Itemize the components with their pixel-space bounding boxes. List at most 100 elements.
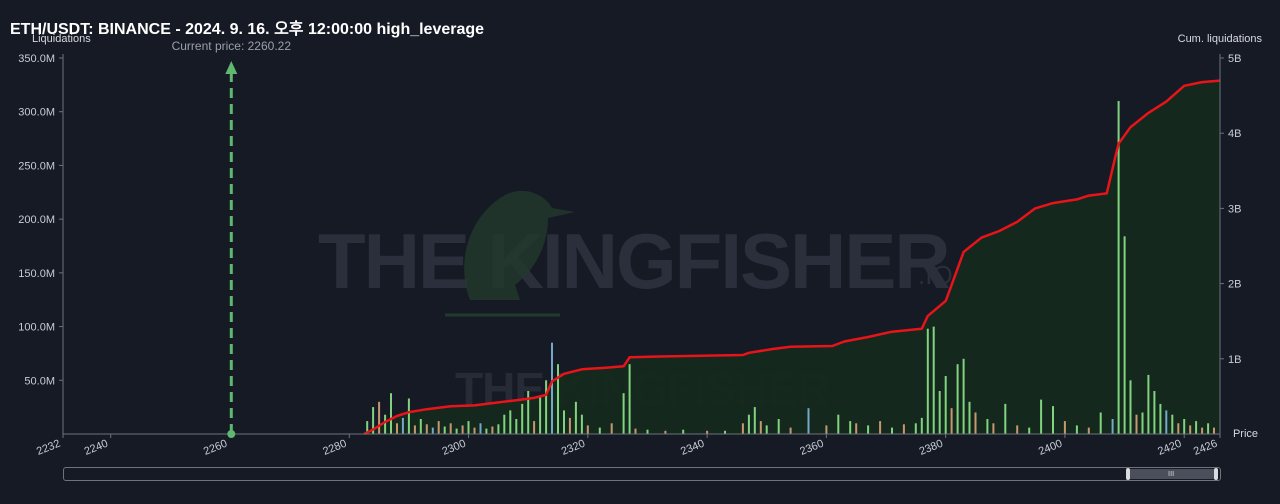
liquidation-bar (837, 414, 840, 434)
liquidation-bar (1183, 419, 1186, 434)
liquidation-bar (807, 408, 810, 434)
liquidation-bar (962, 358, 965, 434)
liquidation-bar (1063, 421, 1066, 434)
liquidation-bar (533, 421, 536, 434)
liquidation-bar (1099, 412, 1102, 434)
liquidation-bar (1111, 419, 1114, 434)
liquidation-bar (1052, 406, 1054, 434)
liquidation-bar (628, 364, 631, 434)
y-tick-label: 200.0M (18, 214, 55, 226)
watermark-suffix-large: .IO (918, 260, 953, 290)
x-tick-label: 2232 (35, 438, 62, 458)
liquidation-bar (724, 430, 726, 434)
liquidation-bar (497, 424, 500, 434)
zoom-scrollbar[interactable]: III (63, 467, 1221, 481)
liquidation-bar (855, 423, 858, 434)
liquidation-bar (431, 427, 434, 434)
liquidation-bar (789, 427, 792, 434)
liquidation-bar (610, 423, 613, 434)
liquidation-bar (455, 428, 458, 434)
liquidation-bar (425, 424, 428, 434)
x-axis-title: Price (1232, 428, 1258, 440)
liquidation-bar (1177, 423, 1180, 434)
liquidation-bar (968, 401, 971, 434)
liquidation-bar (1117, 101, 1120, 434)
liquidation-bar (437, 421, 440, 434)
liquidation-bar (891, 427, 893, 434)
liquidation-bar (1165, 410, 1168, 434)
liquidation-bar (926, 328, 929, 434)
kingfisher-logo-icon (464, 190, 575, 300)
liquidation-bar (419, 419, 422, 434)
scroll-handle-right[interactable] (1214, 468, 1218, 480)
liquidation-bar (401, 417, 404, 434)
scroll-grip-icon[interactable]: III (1168, 470, 1175, 478)
liquidation-bar (1147, 374, 1150, 434)
liquidation-bar (765, 425, 768, 434)
current-price-label: Current price: 2260.22 (172, 39, 292, 53)
liquidation-bar (1129, 380, 1132, 434)
liquidation-bar (932, 326, 935, 434)
liquidation-bar (1153, 391, 1156, 434)
x-tick-label: 2340 (679, 438, 706, 458)
liquidation-bar (974, 412, 977, 434)
liquidation-bars (366, 101, 1215, 434)
liquidation-bar (384, 414, 387, 434)
scroll-thumb[interactable]: III (1126, 468, 1218, 480)
liquidation-bar (545, 380, 548, 434)
liquidation-bar (557, 364, 559, 434)
liquidation-bar (413, 425, 416, 434)
x-tick-label: 2400 (1037, 438, 1064, 458)
liquidation-bar (1189, 425, 1192, 434)
liquidation-bar (509, 410, 512, 434)
liquidation-bar (574, 401, 577, 434)
liquidation-bar (568, 417, 571, 434)
liquidation-bar (825, 425, 828, 434)
liquidation-bar (1087, 427, 1090, 434)
liquidation-bar (449, 423, 452, 434)
liquidation-bar (485, 428, 488, 434)
liquidation-bar (443, 426, 446, 434)
cumulative-area (364, 80, 1220, 434)
liquidation-bar (867, 425, 870, 434)
liquidation-bar (1028, 427, 1031, 434)
liquidation-bar (944, 376, 947, 434)
x-tick-label: 2380 (918, 438, 945, 458)
liquidation-bar (759, 421, 762, 434)
liquidation-bar (1135, 414, 1138, 434)
cumulative-line (363, 79, 1221, 436)
liquidation-bar (515, 419, 518, 434)
x-tick-label: 2240 (83, 438, 110, 458)
liquidation-bar (938, 391, 941, 434)
liquidation-bar (378, 401, 381, 434)
liquidation-bar (467, 421, 470, 434)
liquidation-bar (461, 425, 464, 434)
current-price-marker: Current price: 2260.22 (172, 39, 292, 438)
liquidation-bar (1195, 421, 1198, 434)
y-tick-label: 150.0M (18, 268, 55, 280)
liquidation-bar (634, 428, 637, 434)
liquidation-bar (372, 407, 375, 434)
scroll-handle-left[interactable] (1126, 468, 1130, 480)
liquidation-bar (527, 391, 530, 434)
liquidation-bar (992, 423, 995, 434)
current-price-arrow-icon (225, 61, 238, 74)
y-tick-label: 350.0M (18, 53, 55, 65)
liquidation-bar (1159, 403, 1162, 434)
x-tick-label: 2360 (798, 438, 825, 458)
y2-tick-label: 4B (1228, 128, 1241, 140)
liquidation-bar (1213, 427, 1215, 434)
liquidation-bar (914, 423, 917, 434)
y-tick-label: 250.0M (18, 160, 55, 172)
liquidation-bar (1004, 403, 1007, 434)
liquidation-bar (902, 424, 905, 434)
current-price-dot (227, 430, 236, 438)
x-tick-label: 2260 (202, 438, 229, 458)
liquidation-bar (622, 393, 625, 434)
liquidation-bar (473, 427, 476, 434)
liquidation-bar (956, 364, 959, 434)
liquidation-bar (563, 410, 565, 434)
x-tick-label: 2300 (440, 438, 467, 458)
watermark-text-large: THE KINGFISHER (318, 217, 949, 305)
